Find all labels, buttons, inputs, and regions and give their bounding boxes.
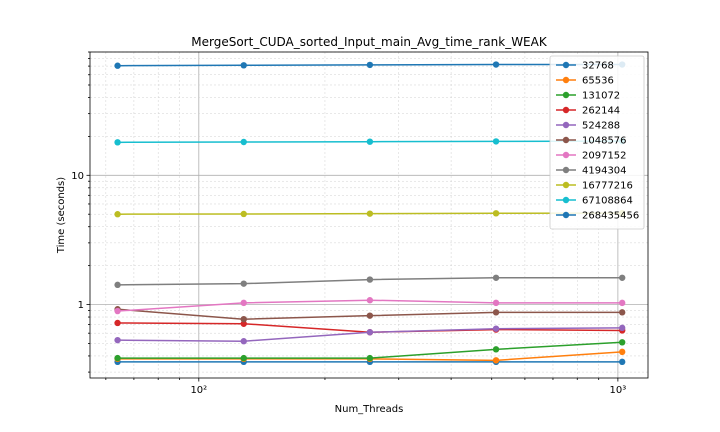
legend-swatch-marker [562,61,570,69]
chart-title: MergeSort_CUDA_sorted_Input_main_Avg_tim… [191,35,548,49]
data-point [366,297,374,304]
legend-item: 65536 [556,76,614,87]
data-point [114,354,121,362]
data-point [366,210,374,217]
legend: 32768 65536 131072 262144 524288 1048576 20971… [549,55,645,230]
data-point [114,139,121,146]
legend-label: 32768 [582,61,614,72]
legend-label: 1048576 [582,136,627,147]
data-point [492,274,500,281]
series-67108864 [114,137,626,146]
legend-label: 2097152 [582,151,627,162]
legend-swatch-marker [562,181,570,189]
series-layer [114,61,626,366]
legend-item: 268435456 [556,211,639,222]
data-point [618,274,626,281]
legend-item: 131072 [556,91,620,102]
x-tick-label: 10³ [610,385,627,396]
data-point [492,299,500,307]
data-point [492,138,500,145]
legend-label: 4194304 [582,166,627,177]
data-point [366,276,374,283]
legend-label: 262144 [582,106,620,117]
legend-swatch-marker [562,121,570,129]
data-point [366,61,374,69]
legend-swatch-marker [562,106,570,114]
data-point [492,346,500,353]
data-point [240,354,247,362]
legend-label: 268435456 [582,211,639,222]
data-point [366,138,374,145]
data-point [240,315,247,323]
data-point [114,319,121,327]
legend-swatch-marker [562,76,570,84]
data-point [492,61,500,68]
data-point [492,210,500,217]
legend-label: 16777216 [582,181,633,192]
data-point [240,138,247,146]
series-4194304 [114,274,626,289]
data-point [240,280,247,287]
legend-swatch-marker [562,91,570,99]
legend-label: 524288 [582,121,620,132]
legend-item: 16777216 [556,181,633,192]
data-point [114,62,121,69]
data-point [240,338,247,345]
data-point [240,62,247,69]
data-point [618,358,626,366]
data-point [618,299,626,307]
data-point [492,309,500,316]
data-point [492,325,500,332]
legend-swatch-marker [562,151,570,159]
legend-label: 67108864 [582,196,633,207]
legend-swatch-marker [562,136,570,144]
legend-item: 524288 [556,121,620,132]
data-point [366,312,374,319]
legend-item: 32768 [556,61,614,72]
legend-item: 4194304 [556,166,627,177]
data-point [114,211,121,218]
series-131072 [114,339,626,362]
y-tick-label: 1 [78,300,84,311]
legend-swatch-marker [562,166,570,174]
data-point [618,339,626,346]
series-16777216 [114,209,626,218]
legend-label: 131072 [582,91,620,102]
data-point [492,357,500,364]
series-2097152 [114,297,626,315]
x-axis-label: Num_Threads [335,404,404,415]
legend-item: 1048576 [556,136,627,147]
y-tick-label: 10 [71,171,84,182]
data-point [114,336,121,344]
legend-swatch-marker [562,211,570,219]
data-point [240,320,247,327]
series-524288 [114,324,626,345]
axis-ticks: 10² 10³ 1 10 [71,51,627,396]
data-point [618,309,626,316]
legend-swatch-marker [562,196,570,204]
data-point [366,354,374,362]
data-point [114,307,121,315]
x-tick-label: 10² [190,385,207,396]
y-axis-label: Time (seconds) [56,177,67,254]
plot-frame [89,51,649,379]
data-point [240,299,247,307]
data-point [366,329,374,336]
data-point [618,324,626,332]
legend-label: 65536 [582,76,614,87]
data-point [114,281,121,289]
data-point [618,348,626,356]
data-point [240,210,247,218]
legend-item: 67108864 [556,196,633,207]
legend-item: 262144 [556,106,620,117]
legend-item: 2097152 [556,151,627,162]
